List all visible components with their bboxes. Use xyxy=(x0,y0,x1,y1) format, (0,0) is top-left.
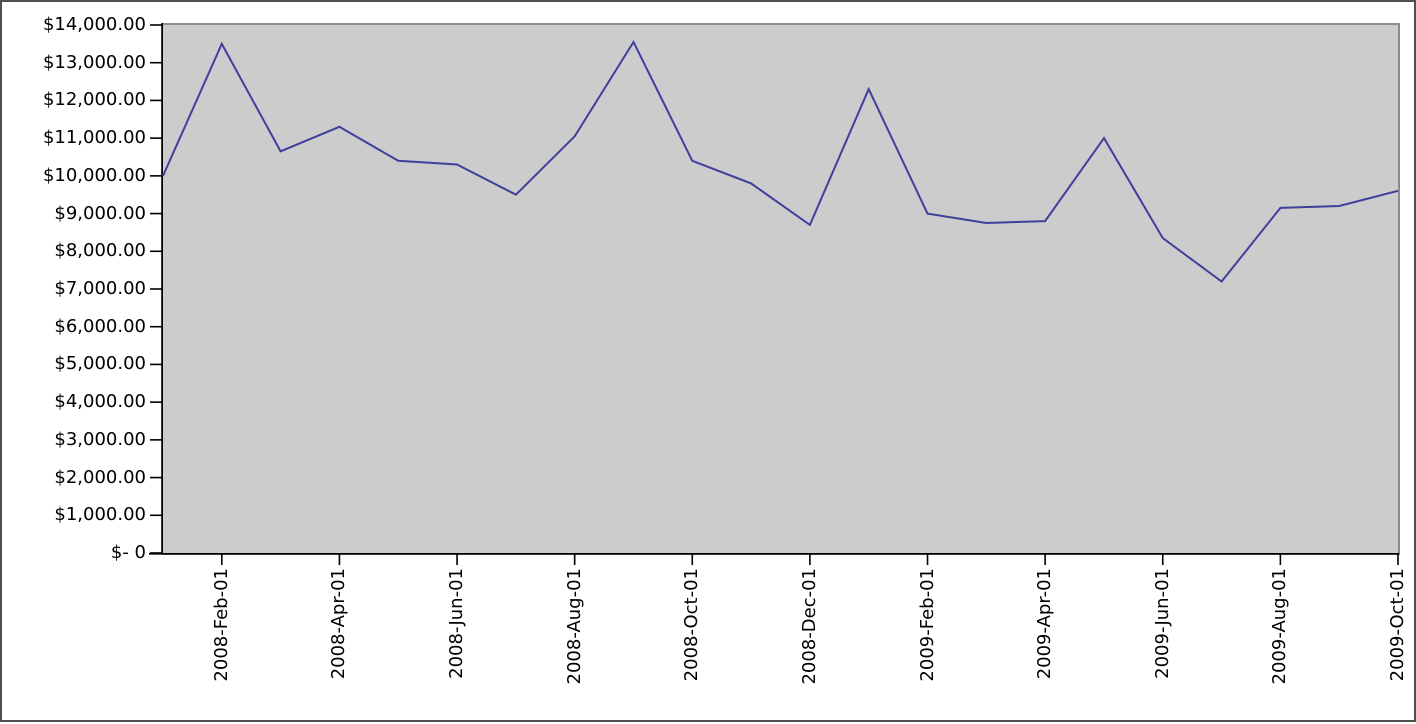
plot-area xyxy=(161,23,1400,555)
y-axis-tick-label: $9,000.00 xyxy=(54,202,146,224)
y-axis-tick-label: $- 0 xyxy=(110,542,146,563)
x-axis-tick-label: 2008-Dec-01 xyxy=(798,568,820,685)
y-axis-tick-label: $5,000.00 xyxy=(54,353,146,375)
y-axis-tick-label: $10,000.00 xyxy=(42,164,146,186)
x-axis-tick-label: 2008-Feb-01 xyxy=(210,568,232,682)
y-axis-tick-label: $12,000.00 xyxy=(42,89,146,111)
x-axis-tick-label: 2009-Oct-01 xyxy=(1387,568,1408,682)
x-axis-tick-label: 2008-Oct-01 xyxy=(681,568,703,682)
y-axis-tick-label: $2,000.00 xyxy=(54,466,146,488)
x-axis-tick-label: 2008-Jun-01 xyxy=(446,568,468,679)
y-axis-tick-label: $14,000.00 xyxy=(42,14,146,35)
y-axis-tick-label: $13,000.00 xyxy=(42,51,146,73)
y-axis-tick-label: $4,000.00 xyxy=(54,391,146,413)
x-axis-tick-label: 2009-Feb-01 xyxy=(916,568,938,682)
y-axis-tick-label: $6,000.00 xyxy=(54,315,146,337)
y-axis-tick-label: $3,000.00 xyxy=(54,428,146,450)
y-axis-tick-label: $11,000.00 xyxy=(42,127,146,149)
x-axis-tick-label: 2008-Aug-01 xyxy=(563,568,585,685)
x-axis-tick-label: 2008-Apr-01 xyxy=(328,568,350,680)
y-axis-tick-label: $1,000.00 xyxy=(54,504,146,526)
x-axis-tick-label: 2009-Aug-01 xyxy=(1269,568,1291,685)
x-axis-tick-label: 2009-Jun-01 xyxy=(1151,568,1173,679)
x-axis-tick-label: 2009-Apr-01 xyxy=(1034,568,1056,680)
y-axis-tick-label: $7,000.00 xyxy=(54,278,146,299)
y-axis-tick-label: $8,000.00 xyxy=(54,240,146,262)
